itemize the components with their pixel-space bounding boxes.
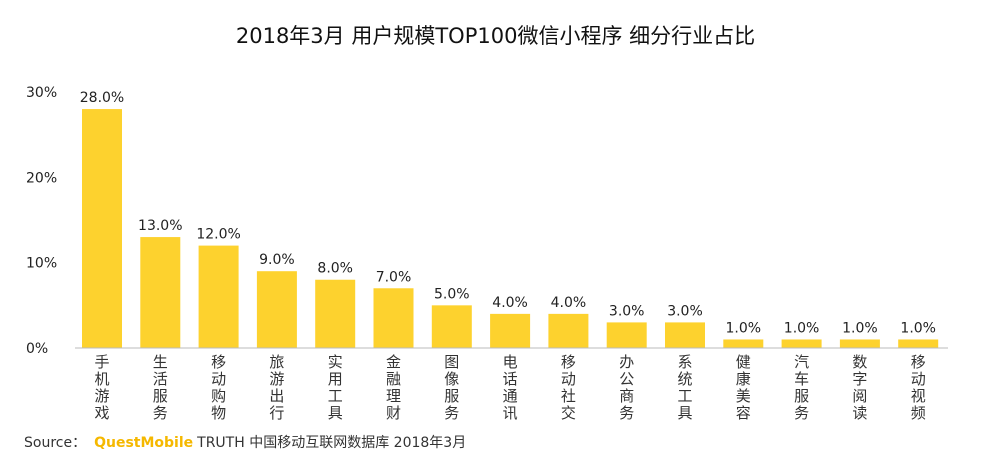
value-label: 13.0% xyxy=(138,218,182,234)
bar xyxy=(548,313,589,348)
value-label: 1.0% xyxy=(784,320,820,336)
source-label: Source： xyxy=(24,435,87,451)
category-label: 移动视频 xyxy=(911,353,926,422)
bar xyxy=(723,339,764,348)
value-label: 7.0% xyxy=(376,269,412,285)
category-label: 手机游戏 xyxy=(94,353,109,422)
source-brand: QuestMobile xyxy=(94,435,194,451)
category-label: 电话通讯 xyxy=(503,353,518,422)
value-label: 1.0% xyxy=(842,320,878,336)
bar xyxy=(198,245,239,348)
bar xyxy=(82,109,122,348)
value-labels: 28.0% 13.0% 12.0% 9.0% 8.0% 7.0% 5.0% 4.0% 4.0% 3… xyxy=(80,90,936,336)
category-label: 生活服务 xyxy=(153,353,168,422)
category-label: 汽车服务 xyxy=(794,353,809,422)
y-tick-label: 20% xyxy=(26,170,57,186)
bar xyxy=(898,339,939,348)
value-label: 4.0% xyxy=(551,295,587,311)
y-tick-label: 0% xyxy=(26,341,48,357)
category-labels: 手机游戏 生活服务 移动购物 旅游出行 实用工具 金融理财 图像服务 电话通讯 移动社交 办公商务… xyxy=(94,353,925,422)
value-label: 5.0% xyxy=(434,286,470,302)
bar xyxy=(315,279,356,348)
y-tick-label: 10% xyxy=(26,256,57,272)
value-label: 8.0% xyxy=(317,261,353,277)
value-label: 9.0% xyxy=(259,252,295,268)
category-label: 健康美容 xyxy=(736,353,751,422)
category-label: 移动购物 xyxy=(211,353,226,422)
y-axis: 0% 10% 20% 30% xyxy=(26,85,57,357)
value-label: 1.0% xyxy=(900,320,936,336)
category-label: 系统工具 xyxy=(677,353,692,422)
value-label: 28.0% xyxy=(80,90,124,106)
value-label: 4.0% xyxy=(492,295,528,311)
bar xyxy=(490,313,531,348)
category-label: 金融理财 xyxy=(386,353,401,422)
bar xyxy=(781,339,822,348)
bar xyxy=(431,305,472,348)
value-label: 3.0% xyxy=(667,303,703,319)
category-label: 实用工具 xyxy=(328,353,343,422)
value-label: 1.0% xyxy=(726,320,762,336)
bar xyxy=(373,288,414,348)
chart-title: 2018年3月 用户规模TOP100微信小程序 细分行业占比 xyxy=(235,24,756,48)
category-label: 旅游出行 xyxy=(269,353,284,422)
source-text: TRUTH 中国移动互联网数据库 2018年3月 xyxy=(197,435,467,451)
value-label: 12.0% xyxy=(196,227,240,243)
category-label: 图像服务 xyxy=(444,353,459,422)
bar xyxy=(606,322,647,348)
category-label: 数字阅读 xyxy=(852,353,867,422)
bar xyxy=(839,339,880,348)
y-tick-label: 30% xyxy=(26,85,57,101)
value-label: 3.0% xyxy=(609,303,645,319)
source-line: Source： QuestMobile TRUTH 中国移动互联网数据库 2018年… xyxy=(24,432,466,452)
bar xyxy=(140,237,181,348)
bar xyxy=(665,322,705,348)
category-label: 办公商务 xyxy=(619,353,634,422)
category-label: 移动社交 xyxy=(561,353,576,422)
bar xyxy=(256,271,297,348)
bars xyxy=(82,109,939,348)
